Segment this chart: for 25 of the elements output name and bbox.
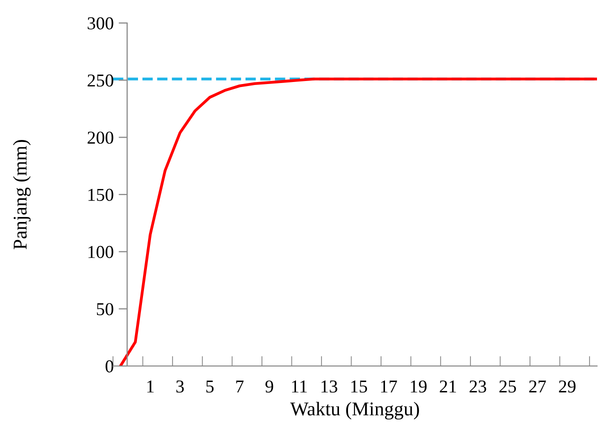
y-tick-label: 100	[88, 246, 114, 258]
x-tick-label: 21	[440, 380, 456, 392]
line-series	[119, 78, 597, 366]
x-tick-label: 19	[410, 380, 427, 393]
x-tick-label: 27	[529, 380, 546, 392]
x-tick-label: 13	[322, 380, 338, 393]
x-tick-label: 9	[265, 380, 274, 393]
y-tick-label: 250	[88, 74, 114, 87]
y-tick-label: 200	[88, 132, 114, 144]
x-tick-label: 29	[558, 380, 576, 393]
x-tick-label: 3	[176, 380, 184, 393]
x-tick-label: 5	[206, 380, 214, 393]
y-axis-title: Panjang (mm)	[13, 140, 31, 250]
x-tick-label: 11	[292, 380, 307, 392]
x-tick-label: 7	[236, 380, 244, 392]
y-tick-label: 150	[88, 188, 114, 201]
y-tick-label: 50	[96, 303, 114, 316]
x-tick-label: 23	[470, 380, 486, 393]
x-axis-title: Waktu (Minggu)	[290, 402, 419, 420]
x-tick-label: 1	[147, 380, 154, 392]
y-tick-label: 0	[106, 360, 114, 372]
y-tick-label: 300	[88, 17, 114, 30]
x-tick-label: 25	[499, 380, 516, 393]
x-tick-label: 15	[351, 380, 368, 393]
x-tick-label: 17	[381, 380, 398, 392]
